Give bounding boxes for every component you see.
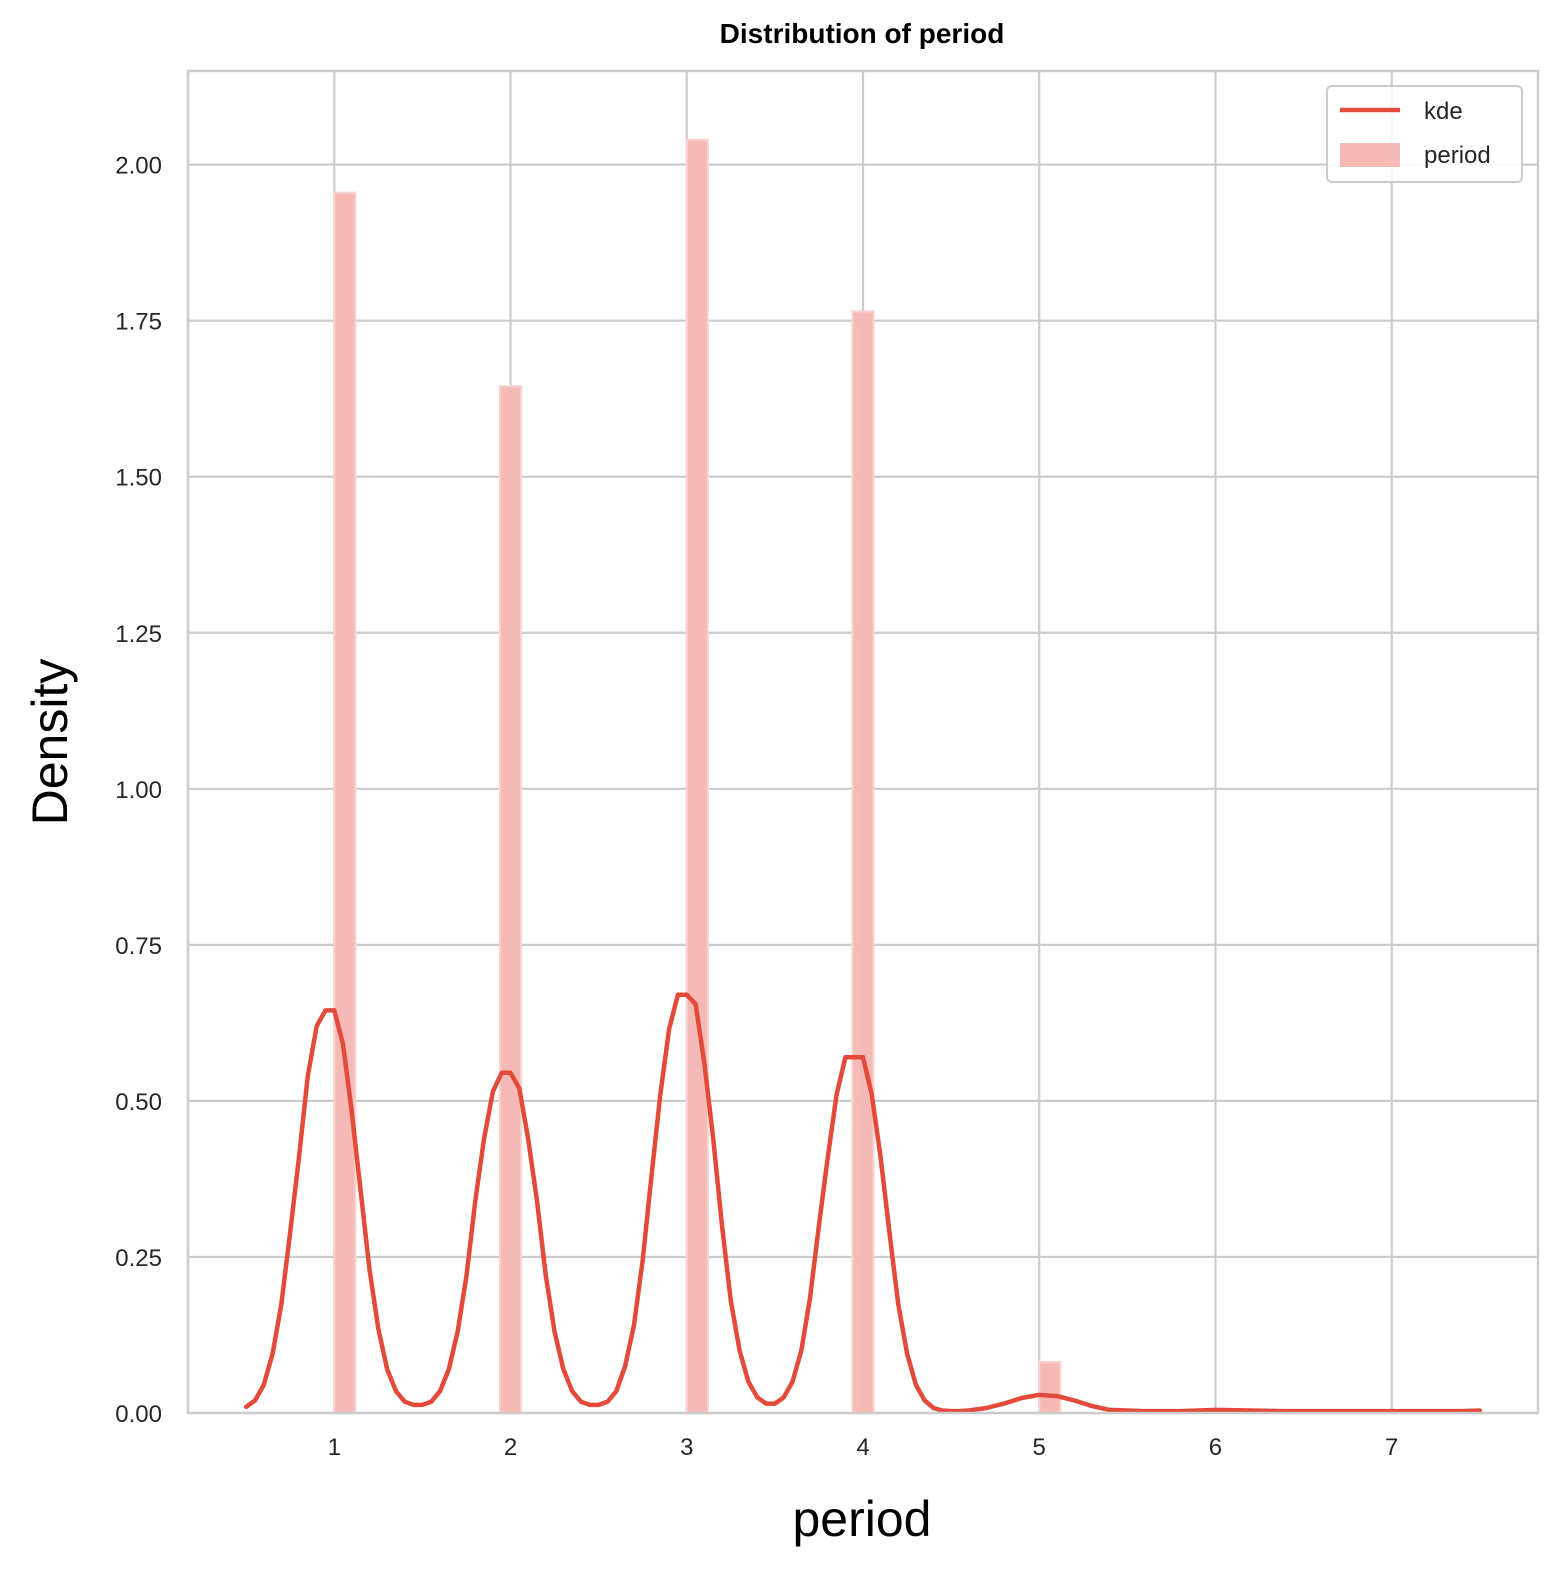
x-tick-label: 2	[504, 1434, 517, 1461]
plot-frame	[186, 69, 1540, 1415]
y-tick-label: 1.25	[115, 621, 162, 648]
y-tick-label: 1.00	[115, 777, 162, 804]
kde-layer	[243, 992, 1483, 1414]
y-axis-label: Density	[22, 659, 78, 826]
x-tick-label: 5	[1033, 1434, 1046, 1461]
histogram-bar	[498, 385, 523, 1414]
x-tick-label: 3	[680, 1434, 693, 1461]
chart-title: Distribution of period	[720, 18, 1005, 49]
y-tick-label: 0.75	[115, 933, 162, 960]
x-axis-label: period	[793, 1491, 932, 1547]
legend-hist-swatch	[1340, 143, 1400, 167]
histogram-bar	[1038, 1360, 1062, 1415]
y-tick-label: 0.50	[115, 1089, 162, 1116]
legend: kde period	[1326, 85, 1523, 183]
y-tick-label: 0.00	[115, 1401, 162, 1428]
x-tick-label: 7	[1385, 1434, 1398, 1461]
histogram-bar	[685, 138, 709, 1414]
legend-label-kde: kde	[1424, 98, 1463, 125]
y-tick-labels: 0.00 0.25 0.50 0.75 1.00 1.25 1.50 1.75 2.00	[115, 153, 162, 1428]
kde-line	[243, 992, 1483, 1414]
x-tick-labels: 1 2 3 4 5 6 7	[328, 1434, 1399, 1461]
legend-label-period: period	[1424, 142, 1491, 169]
y-tick-label: 2.00	[115, 153, 162, 180]
x-tick-label: 4	[856, 1434, 869, 1461]
histogram-bar	[851, 310, 875, 1414]
x-tick-label: 6	[1209, 1434, 1222, 1461]
y-tick-label: 1.75	[115, 309, 162, 336]
x-tick-label: 1	[328, 1434, 341, 1461]
y-tick-label: 1.50	[115, 465, 162, 492]
y-tick-label: 0.25	[115, 1245, 162, 1272]
histogram-bar	[333, 191, 357, 1414]
